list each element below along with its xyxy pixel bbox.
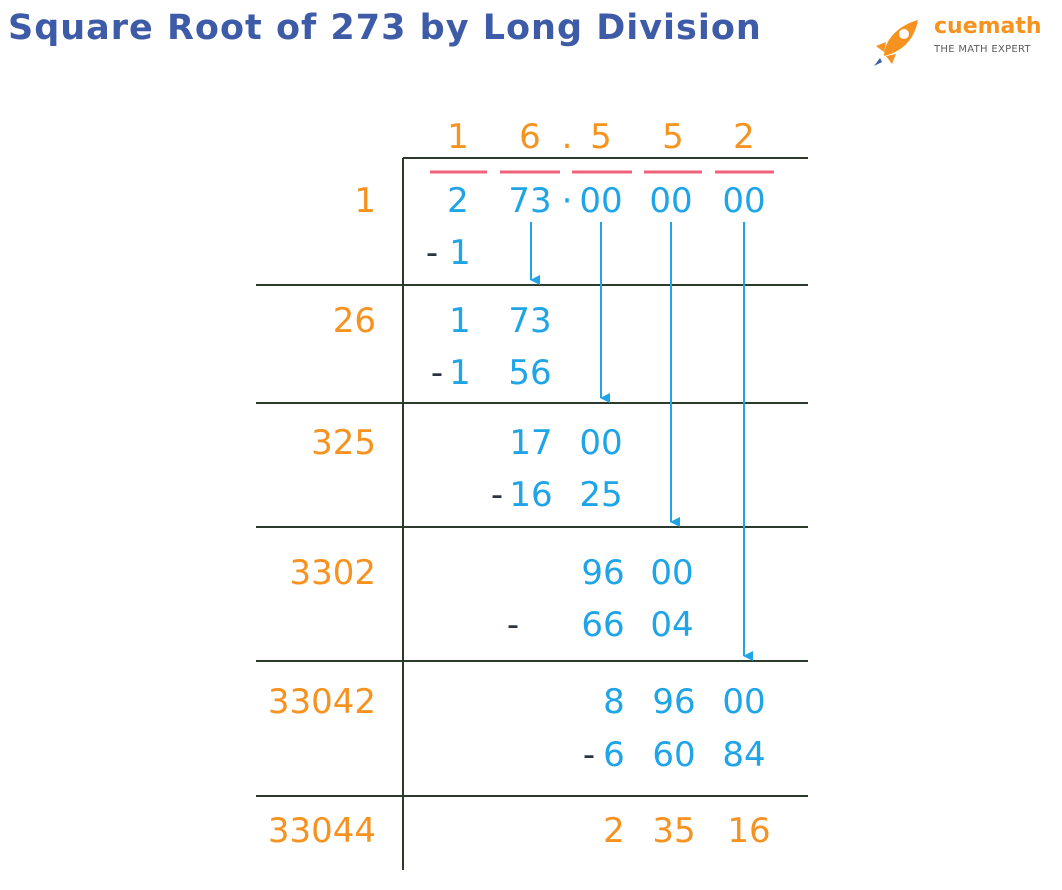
minus-sign: - [507, 605, 519, 645]
subtrahend: 60 [652, 735, 695, 775]
subtrahend: 16 [509, 475, 552, 515]
logo-tagline: THE MATH EXPERT [934, 44, 1031, 55]
subtrahend: 04 [650, 605, 693, 645]
remainder: 96 [652, 682, 695, 722]
remainder: 73 [508, 301, 551, 341]
remainder: 00 [579, 423, 622, 463]
final-remainder: 16 [727, 811, 770, 851]
dividend-group: 00 [579, 181, 622, 221]
quotient-digit: 1 [447, 117, 469, 157]
logo-wordmark: cuemath [934, 14, 1042, 39]
divisor: 1 [354, 181, 376, 221]
remainder: 00 [650, 553, 693, 593]
remainder: 96 [581, 553, 624, 593]
quotient-digit: 5 [590, 117, 612, 157]
divisor: 325 [311, 423, 376, 463]
quotient-decimal-point: . [562, 117, 573, 157]
quotient-digit: 2 [733, 117, 755, 157]
cuemath-logo: cuemath THE MATH EXPERT [870, 8, 1060, 68]
minus-sign: - [583, 735, 595, 775]
divisor: 33044 [268, 811, 376, 851]
minus-sign: - [491, 475, 503, 515]
dividend-group: 00 [722, 181, 765, 221]
subtrahend: 1 [449, 353, 471, 393]
dividend-group: 00 [649, 181, 692, 221]
divisor: 33042 [268, 682, 376, 722]
quotient-digit: 6 [519, 117, 541, 157]
subtrahend: 6 [603, 735, 625, 775]
divisor: 26 [333, 301, 376, 341]
minus-sign: - [431, 353, 443, 393]
final-remainder: 2 [603, 811, 625, 851]
minus-sign: - [426, 233, 438, 273]
subtrahend: 66 [581, 605, 624, 645]
dividend-group: 73 [508, 181, 551, 221]
subtrahend: 56 [508, 353, 551, 393]
quotient-digit: 5 [662, 117, 684, 157]
final-remainder: 35 [652, 811, 695, 851]
remainder: 1 [449, 301, 471, 341]
remainder: 00 [722, 682, 765, 722]
dividend-decimal-point: · [562, 181, 573, 221]
subtrahend: 84 [722, 735, 765, 775]
dividend-group: 2 [447, 181, 469, 221]
remainder: 17 [509, 423, 552, 463]
subtrahend: 25 [579, 475, 622, 515]
divisor: 3302 [289, 553, 376, 593]
rocket-icon [874, 20, 918, 66]
remainder: 8 [603, 682, 625, 722]
subtrahend: 1 [449, 233, 471, 273]
page-title: Square Root of 273 by Long Division [8, 8, 762, 48]
